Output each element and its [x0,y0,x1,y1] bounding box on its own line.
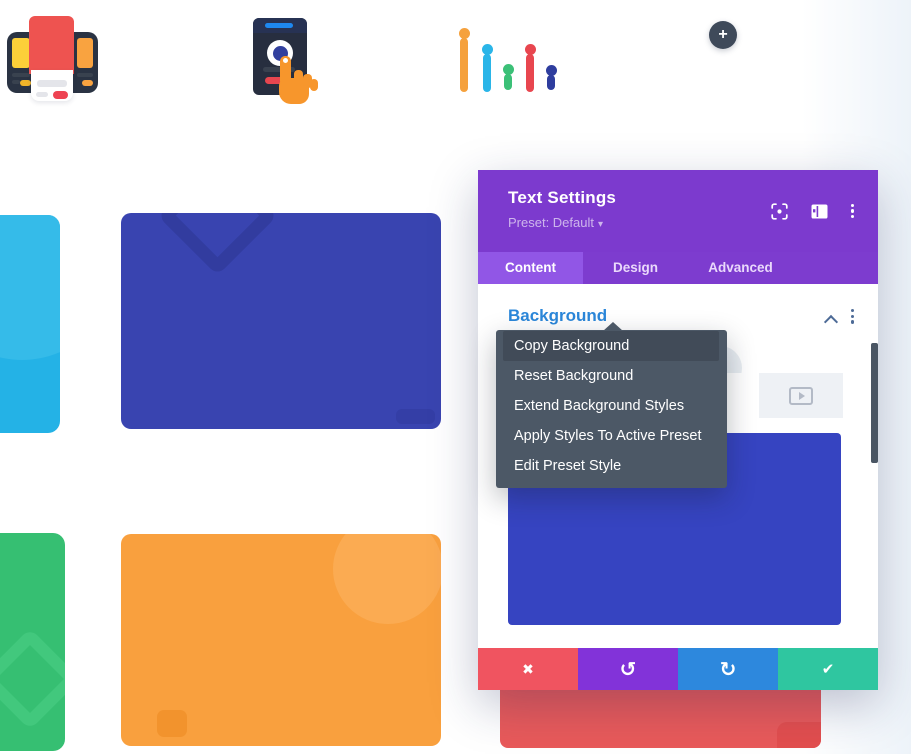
preset-label: Preset: Default [508,215,594,230]
modal-footer: ✖ ↺ ↻ ✔ [478,648,878,690]
redo-icon: ↻ [719,658,737,681]
video-play-icon [789,386,813,405]
menu-item-edit-preset-style[interactable]: Edit Preset Style [514,458,622,474]
background-options-kebab-icon[interactable] [851,309,855,324]
content-card-blue [121,213,441,429]
red-card [29,16,74,74]
undo-button[interactable]: ↺ [578,648,678,690]
menu-item-copy-background[interactable]: Copy Background [503,331,719,361]
modal-tabs: Content Design Advanced [478,252,878,284]
menu-item-extend-background-styles[interactable]: Extend Background Styles [514,398,685,414]
undo-icon: ↺ [619,658,637,681]
bar-chart-illustration [458,28,560,95]
yellow-screen [12,38,30,68]
close-icon: ✖ [522,660,534,677]
modal-scrollbar[interactable] [871,343,878,463]
tab-design[interactable]: Design [612,260,658,275]
menu-item-apply-styles-to-active-preset[interactable]: Apply Styles To Active Preset [514,428,702,444]
background-context-menu: Copy Background Reset Background Extend … [496,322,727,488]
tap-phone-illustration [253,18,318,108]
orange-screen [77,38,93,68]
split-view-icon[interactable] [811,203,828,220]
plus-icon: + [718,26,728,43]
content-card-orange [121,534,441,746]
focus-mode-icon[interactable] [771,202,788,220]
diamond-watermark [157,213,278,276]
menu-caret-icon [603,322,623,331]
tab-advanced[interactable]: Advanced [708,260,773,275]
background-video-tab[interactable] [759,373,843,418]
preset-selector[interactable]: Preset: Default ▾ [508,215,603,230]
caret-down-icon: ▾ [598,219,604,230]
background-section-title: Background [508,306,608,325]
discard-button[interactable]: ✖ [478,648,578,690]
save-button[interactable]: ✔ [778,648,878,690]
kebab-menu-icon[interactable] [850,203,854,219]
modal-title: Text Settings [508,188,617,207]
cards-illustration [7,16,98,102]
diamond-watermark [0,628,65,730]
check-icon: ✔ [821,661,835,678]
receipt [31,70,73,101]
redo-button[interactable]: ↻ [678,648,778,690]
modal-header: Text Settings Preset: Default ▾ [478,170,878,252]
tab-content[interactable]: Content [478,252,583,284]
add-module-button[interactable]: + [709,21,737,49]
menu-item-reset-background[interactable]: Reset Background [514,368,634,384]
content-card-green [0,533,65,751]
hand-cursor-icon [270,56,318,108]
content-card-cyan [0,215,60,433]
